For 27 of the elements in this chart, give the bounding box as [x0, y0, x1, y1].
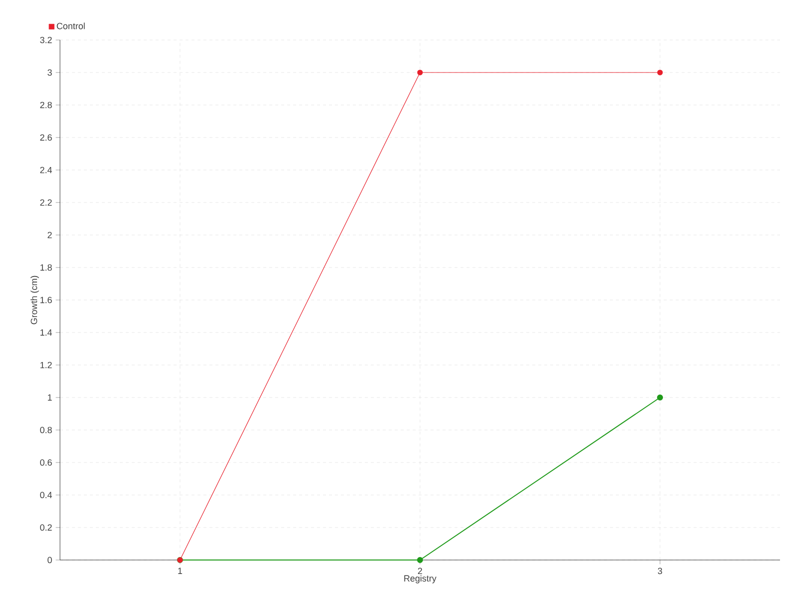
y-tick-label: 3	[48, 69, 52, 76]
y-tick-label: 1.4	[40, 329, 52, 336]
y-tick-label: 3.2	[40, 36, 52, 44]
y-tick-label: 2.6	[40, 134, 52, 141]
y-tick-label: 2.4	[40, 166, 52, 174]
y-tick-label: 1.8	[40, 264, 52, 271]
y-tick-label: 1	[48, 394, 52, 401]
x-tick-label: 2	[418, 568, 422, 574]
y-tick-label: 1.2	[40, 362, 52, 368]
x-tick-label: 3	[658, 568, 662, 574]
y-tick-label: 0.6	[40, 459, 52, 466]
y-tick-label: 2	[48, 232, 52, 238]
y-tick-label: 0	[48, 556, 52, 564]
point	[417, 557, 423, 563]
x-tick-label: 1	[178, 568, 182, 574]
y-tick-label: 0.2	[40, 524, 52, 531]
y-tick-label: 0.8	[40, 426, 52, 434]
legend-label: Control	[56, 22, 85, 30]
x-axis-title: Registry	[404, 574, 436, 584]
y-tick-label: 2.2	[40, 199, 52, 206]
y-tick-label: 1.6	[40, 296, 52, 304]
point	[657, 394, 663, 400]
y-tick-label: 0.4	[40, 492, 52, 498]
point	[657, 70, 663, 76]
y-tick-label: 2.8	[40, 102, 52, 108]
y-axis-title: Growth (cm)	[30, 276, 39, 324]
point	[417, 70, 423, 76]
